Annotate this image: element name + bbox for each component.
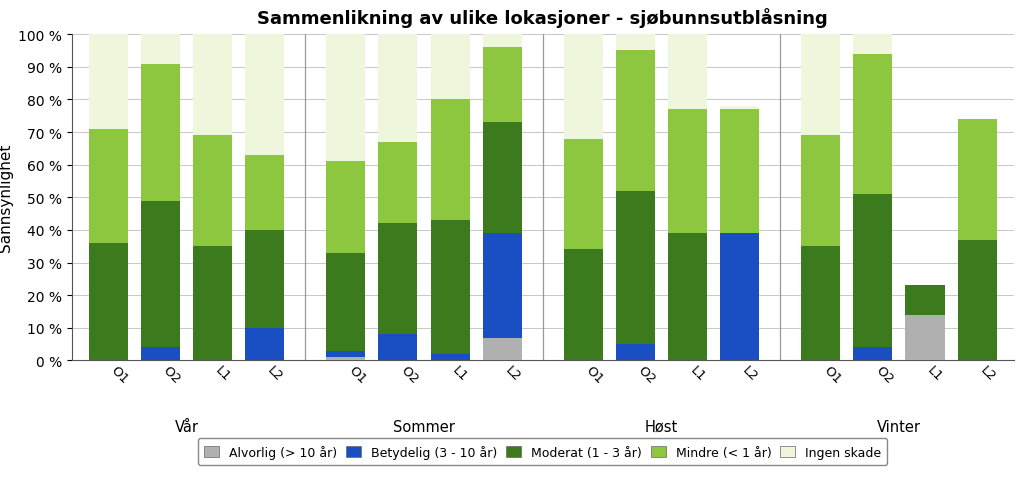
- Bar: [245, 230, 285, 328]
- Bar: [430, 100, 470, 220]
- Bar: [853, 194, 892, 348]
- Bar: [905, 315, 944, 361]
- Bar: [141, 35, 180, 64]
- Bar: [853, 348, 892, 361]
- Bar: [141, 348, 180, 361]
- Y-axis label: Sannsynlighet: Sannsynlighet: [0, 144, 12, 252]
- Bar: [194, 136, 232, 246]
- Bar: [957, 120, 996, 240]
- Bar: [141, 64, 180, 201]
- Bar: [720, 107, 760, 110]
- Bar: [326, 351, 366, 357]
- Bar: [245, 155, 285, 230]
- Bar: [194, 35, 232, 136]
- Bar: [615, 345, 655, 361]
- Bar: [853, 55, 892, 194]
- Bar: [668, 35, 708, 110]
- Bar: [720, 110, 760, 233]
- Bar: [378, 335, 418, 361]
- Bar: [430, 35, 470, 100]
- Bar: [326, 254, 366, 351]
- Bar: [482, 35, 522, 48]
- Bar: [720, 233, 760, 361]
- Bar: [801, 35, 841, 136]
- Bar: [89, 129, 128, 243]
- Bar: [378, 142, 418, 224]
- Bar: [957, 240, 996, 361]
- Bar: [668, 233, 708, 361]
- Bar: [615, 51, 655, 191]
- Bar: [141, 201, 180, 348]
- Text: Høst: Høst: [645, 419, 678, 434]
- Bar: [378, 224, 418, 335]
- Bar: [563, 250, 603, 361]
- Text: Vinter: Vinter: [877, 419, 921, 434]
- Bar: [482, 123, 522, 233]
- Bar: [430, 220, 470, 354]
- Legend: Alvorlig (> 10 år), Betydelig (3 - 10 år), Moderat (1 - 3 år), Mindre (< 1 år), : Alvorlig (> 10 år), Betydelig (3 - 10 år…: [198, 438, 888, 465]
- Bar: [668, 110, 708, 233]
- Bar: [853, 35, 892, 55]
- Bar: [326, 35, 366, 162]
- Bar: [482, 48, 522, 123]
- Text: Sommer: Sommer: [393, 419, 455, 434]
- Bar: [482, 338, 522, 361]
- Bar: [194, 246, 232, 361]
- Bar: [378, 35, 418, 142]
- Bar: [430, 354, 470, 361]
- Bar: [89, 243, 128, 361]
- Title: Sammenlikning av ulike lokasjoner - sjøbunnsutblåsning: Sammenlikning av ulike lokasjoner - sjøb…: [257, 8, 828, 28]
- Bar: [801, 246, 841, 361]
- Bar: [326, 162, 366, 253]
- Bar: [563, 139, 603, 250]
- Bar: [801, 136, 841, 246]
- Bar: [245, 328, 285, 361]
- Bar: [615, 35, 655, 51]
- Bar: [615, 191, 655, 345]
- Text: Vår: Vår: [174, 419, 199, 434]
- Bar: [482, 233, 522, 338]
- Bar: [563, 35, 603, 139]
- Bar: [905, 286, 944, 315]
- Bar: [326, 357, 366, 361]
- Bar: [245, 35, 285, 155]
- Bar: [89, 35, 128, 129]
